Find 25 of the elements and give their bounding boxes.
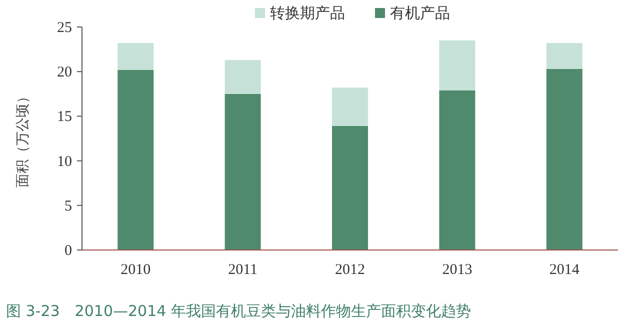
y-axis-title: 面积（万公顷） (15, 90, 31, 188)
bar (332, 88, 368, 126)
legend-label: 转换期产品 (270, 4, 345, 22)
x-tick-label: 2014 (549, 262, 580, 278)
bar (439, 40, 476, 90)
y-tick-label: 20 (57, 64, 72, 81)
x-tick-label: 2012 (335, 262, 365, 278)
y-tick-label: 5 (64, 198, 72, 214)
y-tick-label: 25 (57, 20, 72, 36)
y-tick-label: 0 (64, 243, 72, 259)
bar (546, 43, 582, 69)
legend-label: 有机产品 (390, 4, 450, 22)
x-tick-label: 2010 (120, 262, 151, 278)
x-tick-label: 2013 (442, 262, 472, 278)
y-tick-label: 10 (57, 154, 72, 170)
bar (118, 70, 154, 250)
bar (224, 94, 261, 250)
bar (332, 126, 368, 250)
bar (118, 43, 154, 70)
y-tick-label: 15 (57, 109, 72, 126)
bar (546, 68, 582, 250)
caption: 图 3-23 2010—2014 年我国有机豆类与油料作物生产面积变化趋势 (6, 302, 471, 320)
x-tick-label: 2011 (228, 262, 258, 278)
bar (224, 60, 261, 94)
bar (439, 90, 476, 250)
